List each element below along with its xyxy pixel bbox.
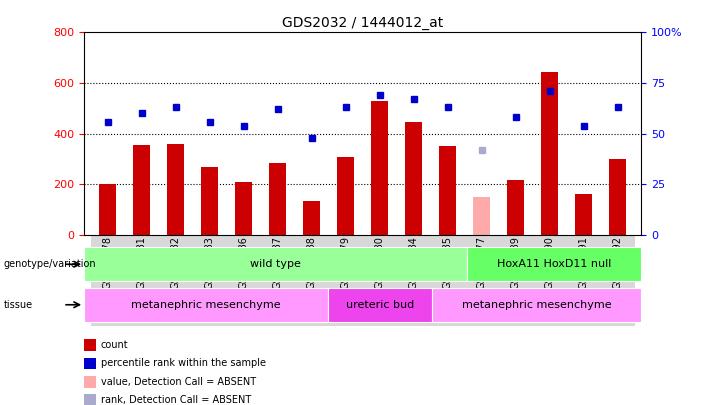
Bar — [440, 146, 456, 235]
Bar — [84, 376, 97, 388]
Text: percentile rank within the sample: percentile rank within the sample — [101, 358, 266, 369]
Bar — [261, 235, 295, 326]
Bar — [84, 358, 97, 369]
Bar — [193, 235, 227, 326]
Bar — [337, 157, 354, 235]
Bar — [508, 180, 524, 235]
Bar — [227, 235, 261, 326]
Bar — [304, 202, 320, 235]
Text: wild type: wild type — [250, 259, 301, 269]
Bar — [84, 339, 97, 351]
Bar — [566, 235, 601, 326]
Bar — [433, 288, 641, 322]
Text: tissue: tissue — [4, 300, 33, 309]
Text: HoxA11 HoxD11 null: HoxA11 HoxD11 null — [497, 259, 611, 269]
Bar — [100, 184, 116, 235]
Bar — [601, 235, 634, 326]
Bar — [328, 288, 433, 322]
Bar — [133, 145, 151, 235]
Bar — [236, 182, 252, 235]
Bar — [405, 122, 422, 235]
Bar — [498, 235, 533, 326]
Text: count: count — [101, 340, 128, 350]
Bar — [329, 235, 363, 326]
Bar — [541, 72, 558, 235]
Bar — [168, 144, 184, 235]
Bar — [201, 167, 218, 235]
Bar — [575, 194, 592, 235]
Bar — [84, 247, 468, 281]
Text: genotype/variation: genotype/variation — [4, 259, 96, 269]
Title: GDS2032 / 1444012_at: GDS2032 / 1444012_at — [282, 16, 444, 30]
Bar — [533, 235, 566, 326]
Bar — [609, 159, 626, 235]
Bar — [125, 235, 159, 326]
Bar — [363, 235, 397, 326]
Bar — [473, 197, 490, 235]
Text: rank, Detection Call = ABSENT: rank, Detection Call = ABSENT — [101, 395, 251, 405]
Text: ureteric bud: ureteric bud — [346, 300, 414, 310]
Bar — [430, 235, 465, 326]
Bar — [159, 235, 193, 326]
Bar — [91, 235, 125, 326]
Text: value, Detection Call = ABSENT: value, Detection Call = ABSENT — [101, 377, 256, 387]
Bar — [84, 288, 328, 322]
Text: metanephric mesenchyme: metanephric mesenchyme — [131, 300, 281, 310]
Bar — [372, 101, 388, 235]
Bar — [465, 235, 498, 326]
Bar — [397, 235, 430, 326]
Bar — [269, 163, 286, 235]
Bar — [295, 235, 329, 326]
Text: metanephric mesenchyme: metanephric mesenchyme — [462, 300, 612, 310]
Bar — [468, 247, 641, 281]
Bar — [84, 394, 97, 405]
